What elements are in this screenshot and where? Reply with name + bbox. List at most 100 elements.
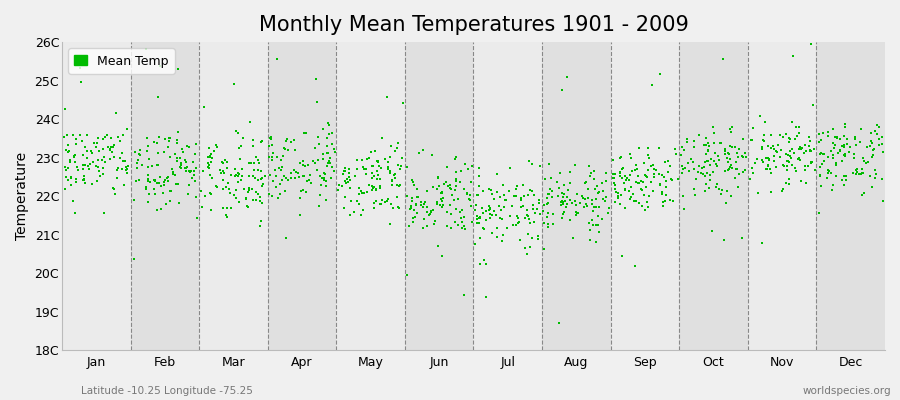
Point bbox=[802, 134, 816, 140]
Point bbox=[445, 211, 459, 217]
Point bbox=[392, 166, 407, 172]
Point bbox=[203, 150, 218, 157]
Point bbox=[365, 185, 380, 191]
Point bbox=[463, 197, 477, 203]
Point bbox=[270, 56, 284, 63]
Point bbox=[598, 198, 612, 205]
Point bbox=[171, 200, 185, 206]
Point bbox=[239, 196, 254, 202]
Point bbox=[469, 202, 483, 208]
Point bbox=[484, 187, 499, 193]
Point bbox=[91, 164, 105, 170]
Point bbox=[93, 173, 107, 180]
Point bbox=[202, 154, 217, 160]
Point bbox=[254, 138, 268, 145]
Point bbox=[592, 188, 607, 195]
Point bbox=[803, 147, 817, 153]
Point bbox=[245, 186, 259, 192]
Point bbox=[73, 65, 87, 71]
Point bbox=[338, 168, 352, 174]
Point bbox=[590, 183, 604, 189]
Point bbox=[63, 158, 77, 165]
Point bbox=[402, 223, 417, 230]
Point bbox=[556, 194, 571, 200]
Point bbox=[875, 176, 889, 182]
Point bbox=[151, 180, 166, 186]
Point bbox=[746, 124, 760, 131]
Point bbox=[590, 239, 604, 245]
Point bbox=[846, 155, 860, 162]
Point bbox=[722, 151, 736, 157]
Point bbox=[830, 135, 844, 141]
Point bbox=[769, 148, 783, 154]
Point bbox=[509, 213, 524, 219]
Point bbox=[850, 169, 864, 176]
Point bbox=[253, 194, 267, 200]
Point bbox=[545, 211, 560, 217]
Point bbox=[117, 182, 131, 188]
Point bbox=[484, 190, 499, 197]
Point bbox=[572, 200, 587, 206]
Point bbox=[791, 156, 806, 162]
Point bbox=[103, 146, 117, 153]
Point bbox=[588, 168, 602, 174]
Point bbox=[839, 176, 853, 183]
Point bbox=[868, 167, 882, 174]
Point bbox=[378, 156, 392, 162]
Point bbox=[470, 220, 484, 226]
Point bbox=[526, 192, 541, 198]
Point bbox=[266, 193, 280, 199]
Point bbox=[58, 186, 73, 192]
Bar bbox=[199, 42, 267, 350]
Point bbox=[709, 181, 724, 188]
Point bbox=[317, 174, 331, 181]
Point bbox=[636, 160, 651, 166]
Point bbox=[769, 164, 783, 170]
Point bbox=[249, 189, 264, 195]
Point bbox=[147, 177, 161, 184]
Point bbox=[492, 214, 507, 221]
Point bbox=[254, 168, 268, 174]
Point bbox=[482, 206, 497, 213]
Point bbox=[254, 218, 268, 224]
Point bbox=[607, 171, 621, 177]
Point bbox=[698, 159, 713, 165]
Point bbox=[727, 175, 742, 181]
Point bbox=[486, 207, 500, 214]
Point bbox=[253, 223, 267, 230]
Point bbox=[320, 142, 335, 149]
Point bbox=[841, 141, 855, 148]
Point bbox=[688, 176, 703, 182]
Point bbox=[539, 214, 554, 220]
Point bbox=[510, 220, 525, 226]
Point bbox=[287, 167, 302, 173]
Point bbox=[707, 129, 722, 136]
Point bbox=[266, 150, 280, 156]
Point bbox=[158, 178, 172, 185]
Point bbox=[109, 110, 123, 116]
Point bbox=[438, 179, 453, 186]
Point bbox=[489, 212, 503, 219]
Point bbox=[654, 190, 669, 197]
Point bbox=[787, 149, 801, 156]
Point bbox=[170, 181, 184, 187]
Point bbox=[371, 158, 385, 164]
Point bbox=[624, 183, 638, 190]
Point bbox=[354, 188, 368, 194]
Point bbox=[133, 152, 148, 158]
Point bbox=[215, 159, 230, 166]
Point bbox=[532, 200, 546, 206]
Point bbox=[370, 176, 384, 182]
Point bbox=[832, 136, 847, 142]
Point bbox=[482, 202, 496, 209]
Point bbox=[536, 207, 551, 214]
Point bbox=[422, 210, 436, 217]
Point bbox=[541, 221, 555, 227]
Point bbox=[222, 186, 237, 192]
Point bbox=[427, 184, 441, 190]
Point bbox=[837, 133, 851, 139]
Point bbox=[110, 175, 124, 182]
Point bbox=[724, 129, 738, 136]
Point bbox=[783, 148, 797, 154]
Point bbox=[78, 144, 93, 151]
